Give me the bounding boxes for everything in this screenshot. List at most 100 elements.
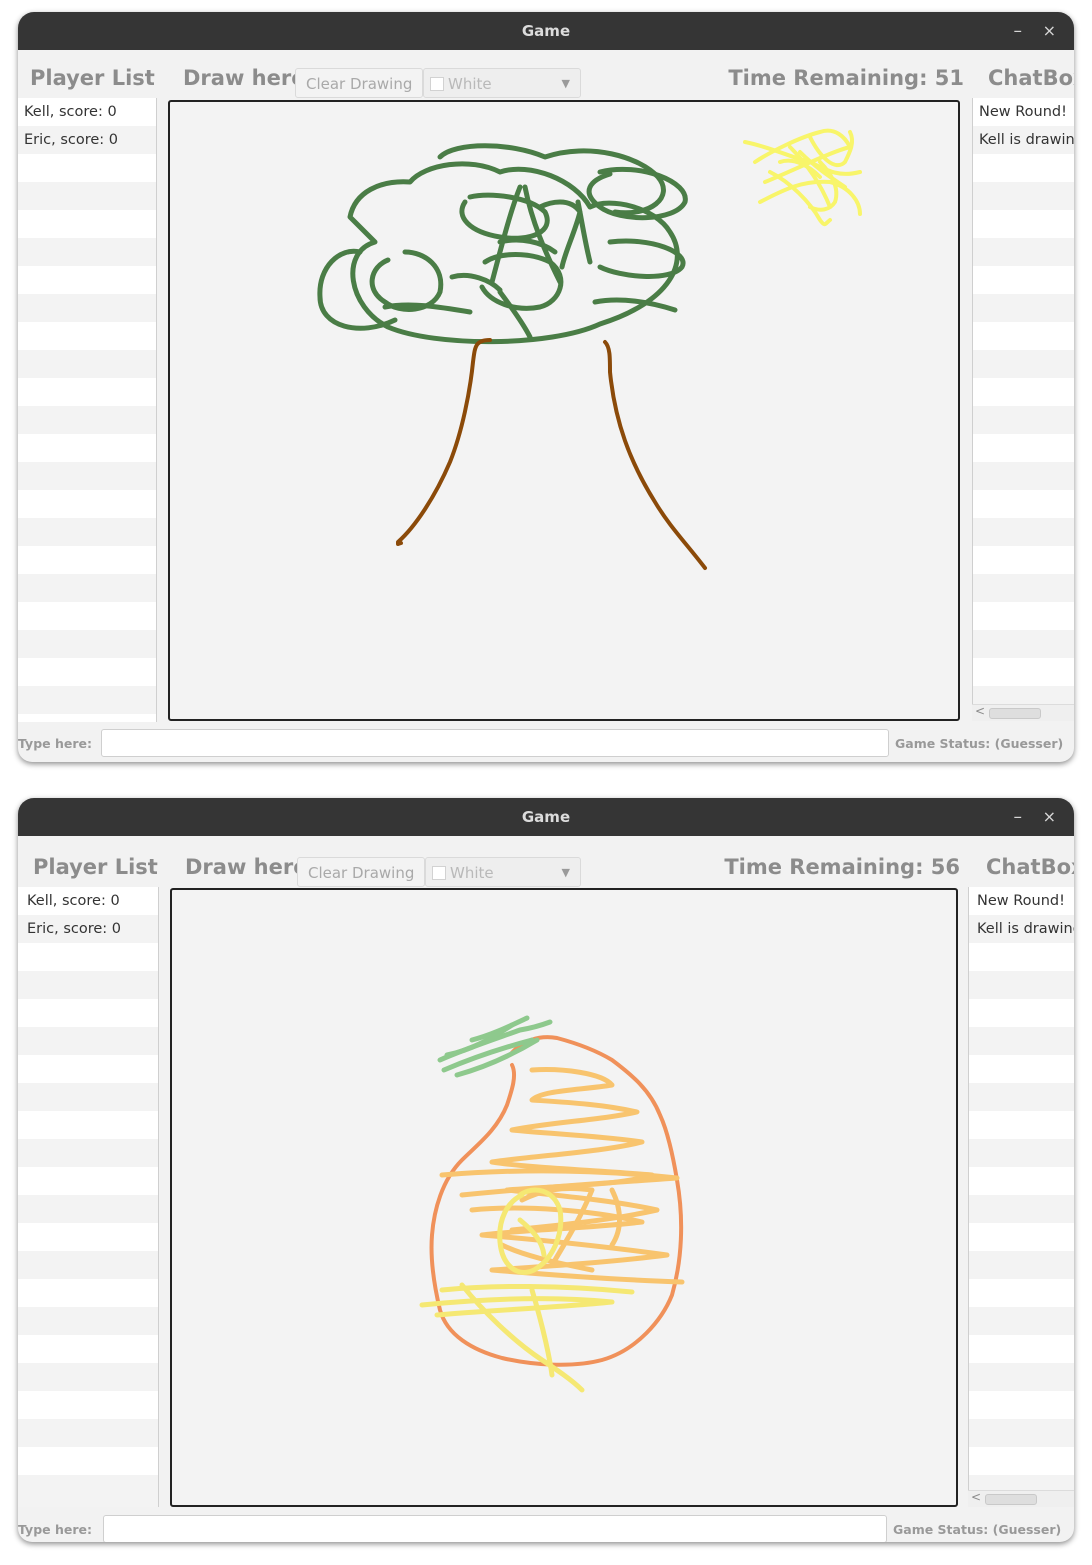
- scribble-strokes: [439, 1067, 685, 1285]
- clear-drawing-button[interactable]: Clear Drawing: [297, 857, 425, 887]
- sun-strokes: [743, 128, 862, 227]
- list-item-empty: [18, 294, 156, 322]
- list-item-empty: [18, 1055, 158, 1083]
- chat-message: New Round!: [969, 887, 1074, 915]
- list-item-empty: [973, 658, 1074, 686]
- trunk-strokes: [396, 338, 707, 570]
- scrollbar-thumb[interactable]: [989, 708, 1041, 719]
- list-item-empty: [969, 1307, 1074, 1335]
- list-item-empty: [973, 378, 1074, 406]
- list-item-empty: [18, 154, 156, 182]
- list-item-empty: [969, 1279, 1074, 1307]
- list-item-empty: [969, 1223, 1074, 1251]
- list-item-empty: [973, 518, 1074, 546]
- chat-list[interactable]: New Round! Kell is drawing: [968, 887, 1074, 1503]
- list-item-empty: [18, 490, 156, 518]
- list-item-empty: [18, 574, 156, 602]
- list-item-empty: [969, 1055, 1074, 1083]
- list-item[interactable]: Kell, score: 0: [18, 887, 158, 915]
- player-list-title: Player List: [30, 66, 155, 90]
- time-remaining: Time Remaining: 51: [728, 66, 964, 90]
- color-select[interactable]: White ▼: [425, 857, 581, 887]
- game-status: Game Status: (Guesser): [895, 736, 1064, 751]
- minimize-icon[interactable]: –: [1013, 21, 1023, 41]
- list-item-empty: [18, 1307, 158, 1335]
- list-item-empty: [18, 182, 156, 210]
- list-item-empty: [969, 943, 1074, 971]
- list-item-empty: [18, 1447, 158, 1475]
- chevron-left-icon[interactable]: <: [971, 1490, 982, 1504]
- list-item-empty: [18, 1167, 158, 1195]
- list-item-empty: [973, 210, 1074, 238]
- list-item-empty: [18, 546, 156, 574]
- list-item-empty: [973, 350, 1074, 378]
- list-item-empty: [18, 1083, 158, 1111]
- list-item-empty: [18, 1419, 158, 1447]
- list-item[interactable]: Kell, score: 0: [18, 98, 156, 126]
- type-here-label: Type here:: [18, 736, 92, 751]
- chat-message: Kell is drawing: [969, 915, 1074, 943]
- list-item-empty: [969, 1139, 1074, 1167]
- list-item[interactable]: Eric, score: 0: [18, 126, 156, 154]
- drawing-canvas[interactable]: [168, 100, 960, 721]
- list-item-empty: [969, 1447, 1074, 1475]
- close-icon[interactable]: ×: [1042, 21, 1056, 40]
- game-window-2: Game – × Player List Kell, score: 0 Eric…: [18, 798, 1074, 1542]
- list-item-empty: [18, 1027, 158, 1055]
- chevron-left-icon[interactable]: <: [975, 704, 986, 718]
- color-swatch: [432, 866, 446, 880]
- list-item-empty: [18, 406, 156, 434]
- list-item-empty: [18, 1335, 158, 1363]
- close-icon[interactable]: ×: [1042, 807, 1056, 826]
- window-title: Game: [521, 808, 571, 826]
- list-item-empty: [18, 686, 156, 714]
- list-item-empty: [973, 630, 1074, 658]
- outline-strokes: [429, 1035, 684, 1367]
- chevron-down-icon: ▼: [561, 77, 570, 90]
- window-title: Game: [521, 22, 571, 40]
- list-item-empty: [18, 658, 156, 686]
- list-item-empty: [18, 1363, 158, 1391]
- chat-horizontal-scrollbar[interactable]: <: [972, 704, 1074, 721]
- drawing: [317, 128, 862, 570]
- color-select-value: White: [450, 864, 494, 882]
- clear-drawing-button[interactable]: Clear Drawing: [295, 68, 423, 98]
- chat-input[interactable]: [101, 729, 889, 757]
- list-item-empty: [973, 266, 1074, 294]
- list-item-empty: [969, 1363, 1074, 1391]
- player-list[interactable]: Kell, score: 0 Eric, score: 0: [18, 98, 157, 722]
- list-item-empty: [969, 971, 1074, 999]
- list-item-empty: [18, 378, 156, 406]
- drawing-canvas[interactable]: [170, 888, 958, 1507]
- list-item-empty: [18, 350, 156, 378]
- list-item-empty: [973, 574, 1074, 602]
- list-item-empty: [18, 266, 156, 294]
- list-item-empty: [18, 1195, 158, 1223]
- chat-message: New Round!: [973, 98, 1074, 126]
- list-item-empty: [973, 434, 1074, 462]
- list-item-empty: [973, 182, 1074, 210]
- list-item-empty: [969, 1195, 1074, 1223]
- color-select[interactable]: White ▼: [423, 68, 581, 98]
- chat-horizontal-scrollbar[interactable]: <: [968, 1490, 1074, 1507]
- player-list[interactable]: Kell, score: 0 Eric, score: 0: [18, 887, 159, 1507]
- list-item-empty: [18, 971, 158, 999]
- list-item-empty: [973, 238, 1074, 266]
- scrollbar-thumb[interactable]: [985, 1494, 1037, 1505]
- minimize-icon[interactable]: –: [1013, 807, 1023, 827]
- chat-list[interactable]: New Round! Kell is drawing: [972, 98, 1074, 718]
- color-swatch: [430, 77, 444, 91]
- time-remaining: Time Remaining: 56: [724, 855, 960, 879]
- chat-input[interactable]: [103, 1515, 887, 1542]
- stem-strokes: [437, 1015, 553, 1078]
- list-item-empty: [18, 714, 156, 722]
- canopy-strokes: [317, 143, 688, 345]
- title-bar: Game – ×: [18, 798, 1074, 836]
- game-status: Game Status: (Guesser): [893, 1522, 1062, 1537]
- chatbox-title: ChatBox: [986, 855, 1074, 879]
- list-item-empty: [18, 1223, 158, 1251]
- draw-here-title: Draw here: [183, 66, 306, 90]
- list-item-empty: [969, 1391, 1074, 1419]
- list-item-empty: [18, 630, 156, 658]
- list-item[interactable]: Eric, score: 0: [18, 915, 158, 943]
